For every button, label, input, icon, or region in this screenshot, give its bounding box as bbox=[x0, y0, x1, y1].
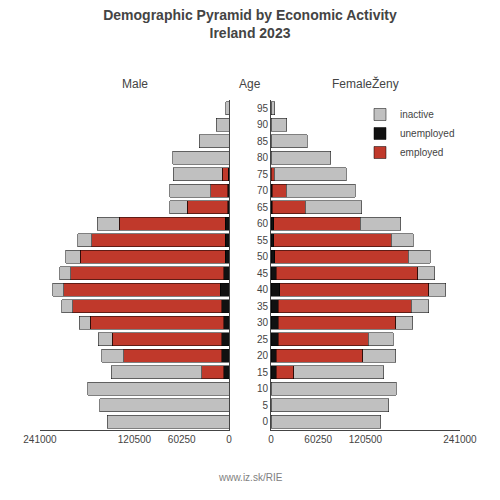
svg-text:0: 0 bbox=[268, 434, 274, 445]
svg-text:95: 95 bbox=[257, 103, 269, 114]
svg-text:employed: employed bbox=[400, 147, 443, 158]
svg-text:45: 45 bbox=[257, 268, 269, 279]
svg-text:Male: Male bbox=[122, 77, 148, 91]
svg-text:60250: 60250 bbox=[304, 434, 332, 445]
svg-text:10: 10 bbox=[257, 383, 269, 394]
svg-text:15: 15 bbox=[257, 367, 269, 378]
svg-text:inactive: inactive bbox=[400, 109, 434, 120]
svg-text:70: 70 bbox=[257, 185, 269, 196]
svg-text:90: 90 bbox=[257, 119, 269, 130]
svg-text:65: 65 bbox=[257, 202, 269, 213]
svg-text:55: 55 bbox=[257, 235, 269, 246]
svg-text:120500: 120500 bbox=[349, 434, 383, 445]
svg-text:Demographic Pyramid by Economi: Demographic Pyramid by Economic Activity… bbox=[103, 7, 397, 41]
svg-text:35: 35 bbox=[257, 301, 269, 312]
svg-text:50: 50 bbox=[257, 251, 269, 262]
svg-text:20: 20 bbox=[257, 350, 269, 361]
svg-text:241000: 241000 bbox=[443, 434, 477, 445]
svg-text:unemployed: unemployed bbox=[400, 128, 454, 139]
svg-text:40: 40 bbox=[257, 284, 269, 295]
svg-text:85: 85 bbox=[257, 136, 269, 147]
svg-text:80: 80 bbox=[257, 152, 269, 163]
svg-text:www.iz.sk/RIE: www.iz.sk/RIE bbox=[218, 472, 283, 483]
svg-text:0: 0 bbox=[226, 434, 232, 445]
svg-text:FemaleŽeny: FemaleŽeny bbox=[332, 76, 399, 91]
svg-text:25: 25 bbox=[257, 334, 269, 345]
svg-text:30: 30 bbox=[257, 317, 269, 328]
svg-text:5: 5 bbox=[262, 400, 268, 411]
svg-text:120500: 120500 bbox=[118, 434, 152, 445]
svg-text:0: 0 bbox=[262, 416, 268, 427]
svg-text:Age: Age bbox=[239, 77, 261, 91]
svg-text:241000: 241000 bbox=[23, 434, 57, 445]
svg-text:60: 60 bbox=[257, 218, 269, 229]
svg-text:60250: 60250 bbox=[168, 434, 196, 445]
svg-text:75: 75 bbox=[257, 169, 269, 180]
